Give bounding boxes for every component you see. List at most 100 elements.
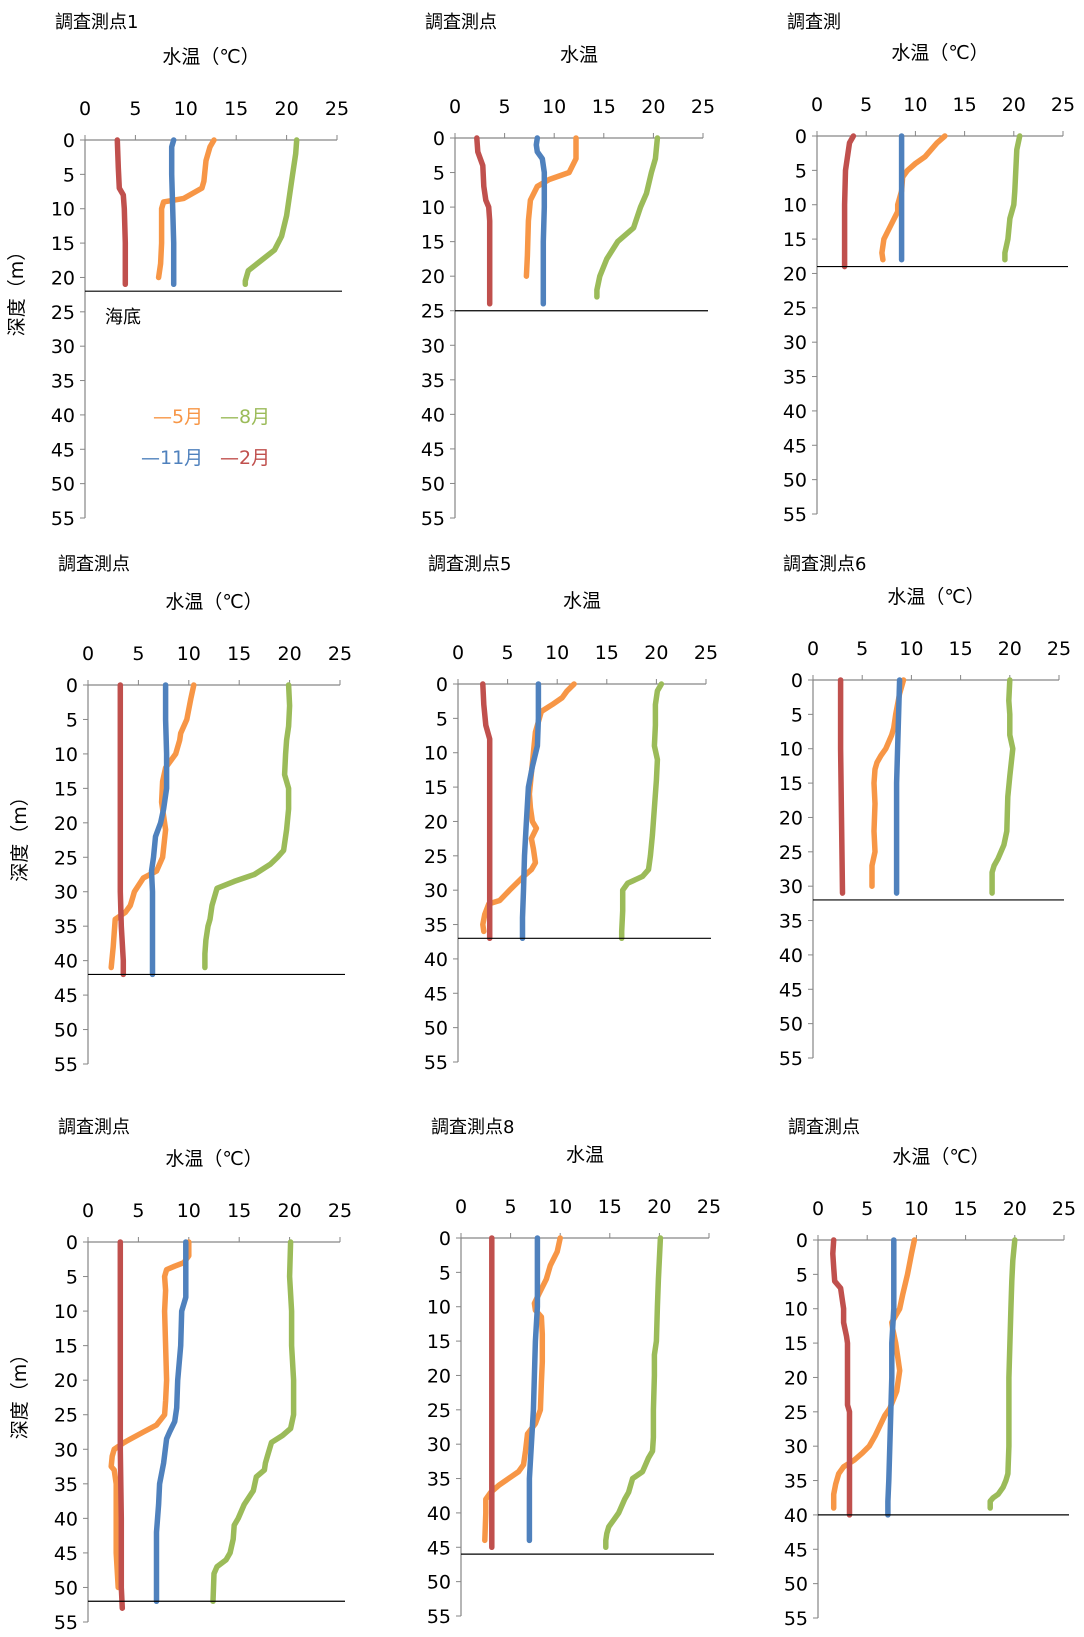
chart-title: 調査測点 (425, 12, 497, 33)
y-tick-label: 55 (54, 1612, 78, 1634)
y-tick-label: 5 (791, 704, 803, 726)
y-tick-label: 20 (427, 1365, 451, 1387)
y-tick-label: 50 (784, 1574, 808, 1596)
y-tick-label: 10 (51, 199, 75, 221)
x-tick-label: 0 (812, 1198, 824, 1220)
y-tick-label: 55 (421, 508, 445, 530)
y-tick-label: 5 (433, 163, 445, 185)
y-tick-label: 35 (54, 916, 78, 938)
y-tick-label: 10 (54, 1301, 78, 1323)
x-tick-label: 20 (647, 1196, 671, 1218)
y-tick-label: 10 (779, 739, 803, 761)
y-tick-label: 45 (783, 435, 807, 457)
x-tick-label: 10 (548, 1196, 572, 1218)
y-tick-label: 45 (779, 979, 803, 1001)
x-tick-label: 20 (641, 96, 665, 118)
y-tick-label: 10 (424, 743, 448, 765)
y-tick-label: 0 (791, 670, 803, 692)
x-tick-label: 10 (177, 643, 201, 665)
y-tick-label: 50 (54, 1577, 78, 1599)
y-tick-label: 25 (427, 1400, 451, 1422)
y-tick-label: 55 (427, 1606, 451, 1628)
chart-title: 調査測点8 (431, 1117, 514, 1138)
y-tick-label: 35 (51, 371, 75, 393)
y-tick-label: 10 (421, 197, 445, 219)
y-tick-label: 40 (54, 1508, 78, 1530)
y-tick-label: 55 (424, 1052, 448, 1074)
series-line-8月 (594, 135, 661, 300)
y-tick-label: 15 (784, 1333, 808, 1355)
y-axis-label: 深度（m） (9, 787, 31, 882)
y-tick-label: 15 (54, 1336, 78, 1358)
y-tick-label: 55 (779, 1048, 803, 1070)
y-tick-label: 55 (784, 1608, 808, 1630)
y-tick-label: 45 (421, 439, 445, 461)
chart-8: 調査測点8 水温 0 5 10 15 20 25 0 5 10 15 20 25 30 35 40 45 50 55 (427, 1117, 721, 1628)
y-tick-label: 40 (779, 945, 803, 967)
series-line-11月 (519, 681, 542, 942)
x-tick-label: 5 (129, 98, 141, 120)
y-axis-label: 深度（m） (9, 1345, 31, 1440)
x-axis-label: 水温（℃） (892, 1146, 989, 1168)
x-tick-label: 10 (899, 638, 923, 660)
y-tick-label: 40 (784, 1505, 808, 1527)
y-tick-label: 25 (783, 298, 807, 320)
series-line-2月 (480, 681, 493, 942)
series-line-5月 (155, 137, 217, 281)
y-axis-label: 深度（m） (6, 242, 28, 337)
x-tick-label: 10 (174, 98, 198, 120)
y-tick-label: 5 (439, 1262, 451, 1284)
y-tick-label: 10 (783, 195, 807, 217)
series-line-8月 (210, 1239, 297, 1605)
y-tick-label: 35 (424, 915, 448, 937)
x-tick-label: 0 (452, 642, 464, 664)
y-tick-label: 35 (427, 1469, 451, 1491)
series-line-5月 (108, 1239, 192, 1591)
legend-entry: —5月 (153, 406, 203, 428)
x-tick-label: 5 (861, 1198, 873, 1220)
y-tick-label: 20 (784, 1367, 808, 1389)
x-tick-label: 10 (545, 642, 569, 664)
y-tick-label: 5 (436, 708, 448, 730)
series-line-11月 (885, 1237, 897, 1518)
x-axis-label: 水温（℃） (162, 46, 259, 68)
seafloor-label: 海底 (105, 307, 141, 328)
series-line-8月 (242, 137, 300, 288)
y-tick-label: 0 (436, 674, 448, 696)
y-tick-label: 5 (66, 709, 78, 731)
x-axis-label: 水温（℃） (891, 42, 988, 64)
y-tick-label: 45 (51, 439, 75, 461)
series-line-5月 (869, 677, 907, 889)
y-tick-label: 0 (63, 130, 75, 152)
x-tick-label: 0 (455, 1196, 467, 1218)
y-tick-label: 15 (54, 778, 78, 800)
x-tick-label: 15 (227, 1200, 251, 1222)
x-tick-label: 25 (1052, 1198, 1076, 1220)
y-tick-label: 45 (424, 983, 448, 1005)
legend-entry: —8月 (220, 406, 270, 428)
series-line-8月 (202, 682, 293, 971)
x-tick-label: 5 (132, 1200, 144, 1222)
y-tick-label: 25 (54, 847, 78, 869)
y-tick-label: 15 (51, 233, 75, 255)
x-tick-label: 10 (542, 96, 566, 118)
x-tick-label: 25 (1051, 94, 1075, 116)
y-tick-label: 55 (51, 508, 75, 530)
y-tick-label: 20 (51, 267, 75, 289)
y-tick-label: 30 (427, 1434, 451, 1456)
x-tick-label: 25 (694, 642, 718, 664)
x-tick-label: 0 (807, 638, 819, 660)
x-tick-label: 20 (644, 642, 668, 664)
y-tick-label: 10 (784, 1299, 808, 1321)
y-tick-label: 35 (54, 1474, 78, 1496)
series-line-2月 (117, 1239, 126, 1611)
x-tick-label: 5 (132, 643, 144, 665)
series-line-8月 (618, 681, 665, 942)
y-tick-label: 40 (424, 949, 448, 971)
series-line-11月 (168, 137, 177, 288)
x-tick-label: 15 (224, 98, 248, 120)
series-line-5月 (480, 681, 577, 935)
